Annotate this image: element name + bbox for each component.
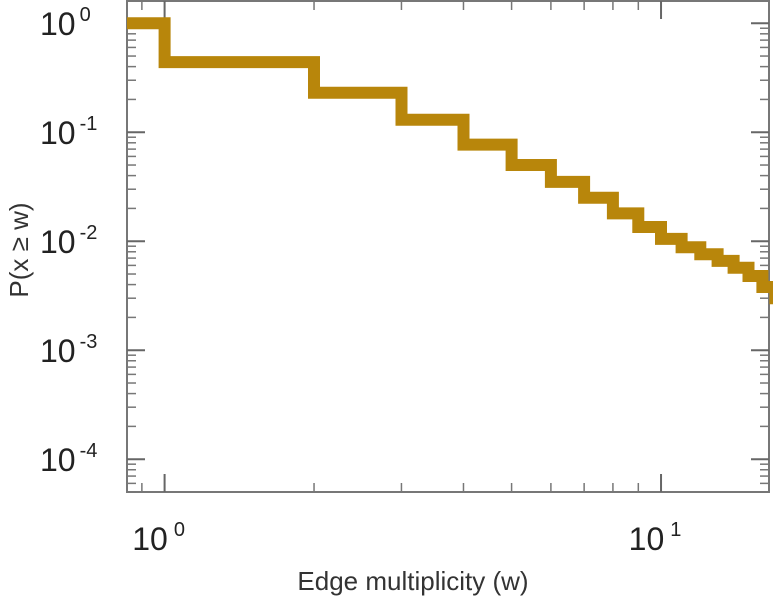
x-tick-label: 10 0 bbox=[132, 519, 185, 557]
y-tick-label: 10 0 bbox=[40, 4, 91, 42]
y-tick-label: 10 -3 bbox=[40, 331, 97, 369]
x-tick-label: 10 1 bbox=[629, 519, 682, 557]
major-ticks bbox=[127, 1, 769, 492]
y-tick-label: 10 -1 bbox=[40, 113, 97, 151]
y-tick-label: 10 -2 bbox=[40, 222, 97, 260]
minor-ticks bbox=[127, 1, 769, 493]
plot-frame bbox=[126, 0, 770, 493]
y-tick-label: 10 -4 bbox=[40, 440, 97, 478]
y-axis-label: P(x ≥ w) bbox=[4, 202, 34, 297]
x-axis-label: Edge multiplicity (w) bbox=[297, 566, 528, 596]
x-tick-labels: 10 0 10 1 bbox=[132, 519, 681, 557]
series-step-line bbox=[127, 17, 773, 305]
